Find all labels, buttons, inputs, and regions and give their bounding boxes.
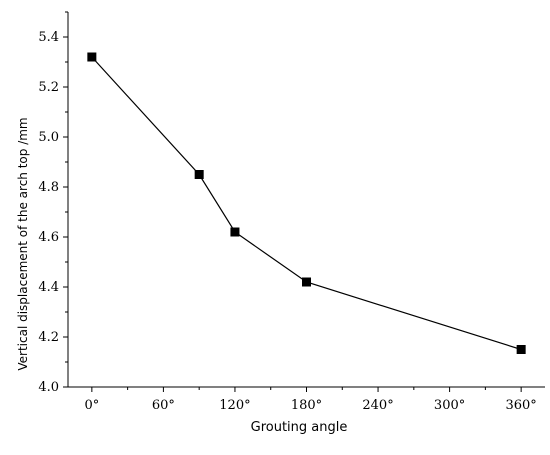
x-tick-label: 360°	[505, 398, 536, 413]
axes	[67, 12, 545, 388]
x-tick-label: 240°	[362, 398, 393, 413]
y-tick-label: 4.0	[38, 380, 59, 395]
data-point	[194, 170, 204, 179]
series-line	[91, 56, 522, 351]
x-axis-ticks: 0° 60° 120° 180° 240° 300° 360°	[84, 387, 537, 413]
data-point	[87, 52, 97, 62]
x-axis-title: Grouting angle	[251, 420, 348, 435]
y-tick-label: 5.2	[38, 80, 59, 95]
series-layer	[87, 52, 526, 354]
y-axis-title: Vertical displacement of the arch top /m…	[16, 117, 30, 370]
x-tick-label: 120°	[219, 398, 250, 413]
x-tick-label: 60°	[152, 398, 175, 413]
y-tick-label: 4.4	[38, 280, 59, 295]
y-tick-label: 4.2	[38, 330, 59, 345]
x-tick-label: 300°	[434, 398, 465, 413]
x-tick-label: 180°	[291, 398, 322, 413]
y-axis-ticks: 4.0 4.2 4.4 4.6 4.8 5.0 5.2 5.4	[38, 11, 68, 395]
y-tick-label: 4.8	[38, 180, 59, 195]
y-tick-label: 5.4	[38, 30, 59, 45]
x-tick-label: 0°	[84, 398, 99, 413]
data-point	[302, 277, 311, 287]
y-tick-label: 5.0	[38, 130, 59, 145]
y-tick-label: 4.6	[38, 230, 59, 245]
data-point	[516, 345, 526, 354]
data-point	[230, 227, 240, 237]
